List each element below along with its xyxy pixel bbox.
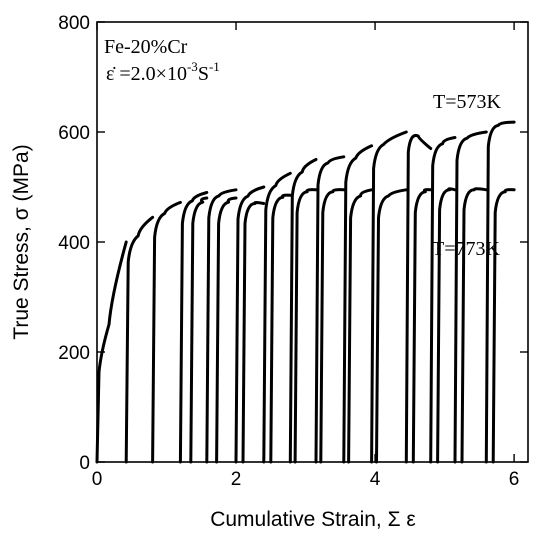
stress-strain-segment (375, 188, 408, 464)
stress-strain-segment (215, 196, 238, 464)
y-tick-label: 400 (58, 233, 90, 254)
stress-strain-segment (342, 144, 374, 464)
stress-strain-segment (370, 130, 408, 464)
stress-strain-segment (288, 158, 318, 464)
annotation-strain-rate: ε̇ =2.0×10-3S-1 (106, 59, 220, 85)
curves-layer (95, 120, 516, 464)
stress-strain-segment (205, 188, 238, 464)
x-tick-label: 2 (231, 469, 242, 490)
stress-strain-segment (234, 185, 266, 464)
stress-strain-segment (491, 188, 516, 464)
stress-strain-segment (151, 200, 182, 464)
stress-strain-segment (124, 215, 155, 464)
y-tick-label: 200 (58, 343, 90, 364)
stress-strain-segment (436, 187, 457, 464)
y-axis-label: True Stress, σ (MPa) (10, 144, 33, 339)
stress-strain-segment (411, 188, 433, 464)
series-label-573k: T=573K (433, 91, 501, 113)
series-573k (95, 120, 516, 464)
x-tick-label: 6 (509, 469, 520, 490)
stress-strain-segment (269, 193, 292, 464)
stress-strain-segment (319, 188, 346, 464)
y-tick-label: 800 (58, 13, 90, 34)
stress-strain-segment (189, 196, 209, 464)
series-label-773k: T=773K (432, 238, 500, 260)
x-tick-label: 0 (92, 469, 103, 490)
stress-strain-segment (453, 130, 488, 464)
y-tick-label: 600 (58, 123, 90, 144)
stress-strain-segment (404, 133, 433, 464)
stress-strain-segment (178, 191, 209, 464)
stress-strain-segment (314, 155, 346, 464)
annotation-material: Fe-20%Cr (104, 36, 188, 58)
series-773k (189, 187, 516, 464)
stress-strain-segment (241, 201, 266, 464)
stress-strain-segment (429, 136, 457, 464)
x-axis-label: Cumulative Strain, Σ ε (210, 508, 416, 531)
stress-strain-segment (95, 240, 128, 464)
x-tick-label: 4 (370, 469, 381, 490)
stress-strain-segment (347, 188, 374, 464)
stress-strain-segment (293, 188, 318, 464)
ticks-layer: 0 2 4 6 0 200 400 600 800 (58, 13, 528, 490)
stress-strain-segment (484, 120, 516, 464)
stress-strain-segment (262, 171, 292, 464)
plot-frame (96, 21, 529, 463)
stress-strain-segment (460, 187, 488, 464)
y-tick-label: 0 (79, 453, 90, 474)
